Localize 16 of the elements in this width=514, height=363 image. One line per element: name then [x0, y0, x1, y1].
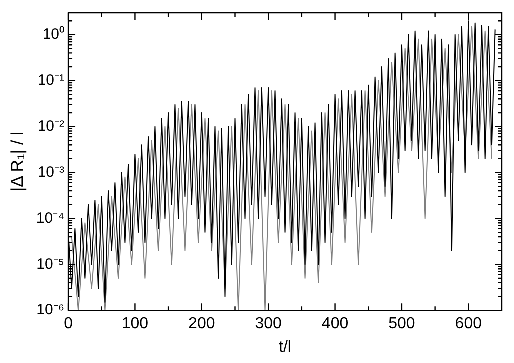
y-axis-title: |Δ R₁| / l: [8, 132, 27, 192]
y-tick-label: 10⁻³: [38, 164, 65, 181]
x-tick-label: 600: [455, 316, 482, 333]
x-tick-label: 500: [388, 316, 416, 333]
y-tick-label: 10⁻²: [38, 118, 65, 135]
x-axis-title: t/l: [279, 338, 292, 356]
x-tick-label: 200: [188, 316, 216, 333]
x-tick-label: 300: [255, 316, 282, 333]
y-tick-label: 10⁻⁶: [36, 302, 65, 319]
x-tick-label: 100: [122, 316, 149, 333]
x-tick-label: 400: [322, 316, 349, 333]
x-tick-label: 0: [64, 316, 74, 333]
y-tick-label: 10⁻⁵: [36, 256, 65, 273]
y-tick-label: 10⁻⁴: [36, 210, 65, 227]
y-tick-label: 10⁻¹: [38, 72, 65, 90]
y-tick-label: 10⁰: [42, 26, 65, 44]
